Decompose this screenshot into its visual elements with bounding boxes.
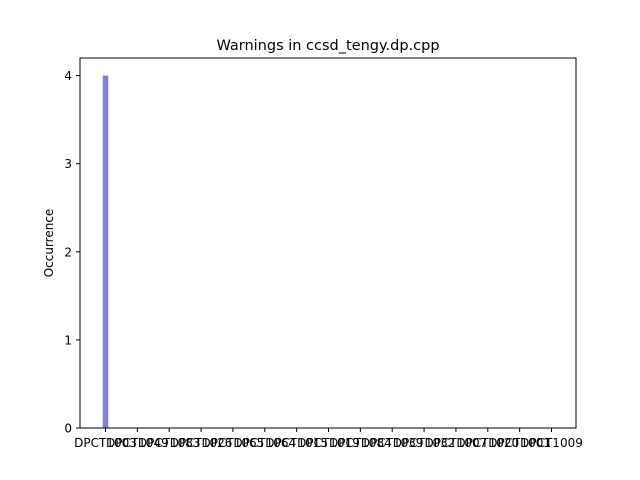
axes-frame xyxy=(79,57,577,429)
x-tick-label: DPCT1003 xyxy=(74,436,137,450)
x-tick-label: DPCT1049 xyxy=(106,436,169,450)
x-tick-label: DPCT1039 xyxy=(361,436,424,450)
x-tick-label: DPCT1015 xyxy=(265,436,328,450)
x-tick-label: DPCT1009 xyxy=(520,436,583,450)
x-tick-label: DPCT1019 xyxy=(297,436,360,450)
x-tick-label: DPCT1007 xyxy=(425,436,488,450)
y-axis-label: Occurrence xyxy=(42,209,56,278)
x-tick-label: DPCT1020 xyxy=(456,436,519,450)
x-tick-label: DPCT1001 xyxy=(488,436,551,450)
x-tick-label: DPCT1064 xyxy=(233,436,296,450)
y-axis: 0 1 2 3 4 xyxy=(64,69,80,436)
x-tick-label: DPCT1065 xyxy=(202,436,265,450)
x-axis: DPCT1003DPCT1049DPCT1083DPCT1026DPCT1065… xyxy=(74,428,583,450)
y-tick-label: 2 xyxy=(64,245,72,259)
plot-area xyxy=(102,75,109,428)
bar-DPCT1003 xyxy=(102,75,109,428)
y-tick-label: 4 xyxy=(64,69,72,83)
x-tick-label: DPCT1032 xyxy=(393,436,456,450)
y-tick-label: 3 xyxy=(64,157,72,171)
x-tick-label: DPCT1026 xyxy=(170,436,233,450)
chart-title: Warnings in ccsd_tengy.dp.cpp xyxy=(216,38,439,54)
y-tick-label: 1 xyxy=(64,333,72,347)
x-tick-label: DPCT1084 xyxy=(329,436,392,450)
x-tick-label: DPCT1083 xyxy=(138,436,201,450)
y-tick-label: 0 xyxy=(64,422,72,436)
